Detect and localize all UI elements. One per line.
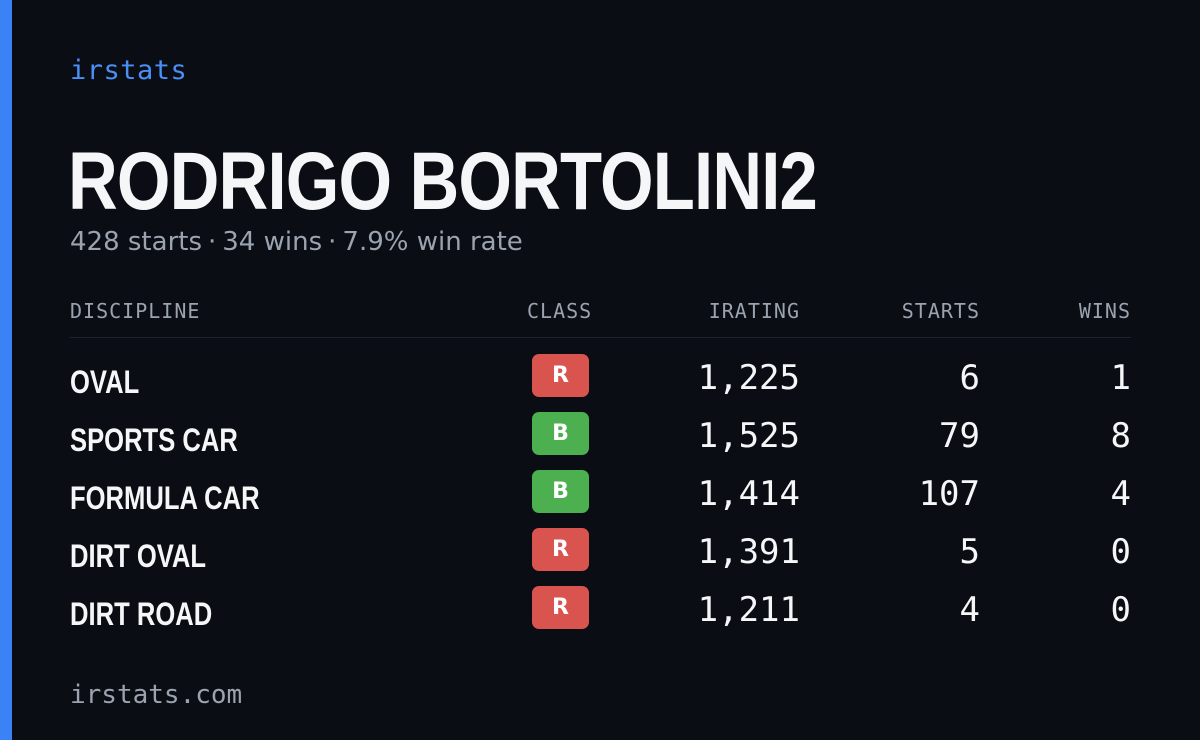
row-wins: 1 [1110,358,1131,398]
table-body: OVAL R 1,225 6 1 SPORTS CAR B 1,525 79 8… [70,354,1131,644]
class-badge: R [532,586,589,629]
row-wins: 4 [1110,474,1131,514]
row-starts: 79 [939,416,980,456]
header-starts: STARTS [901,299,980,323]
accent-bar [0,0,12,740]
row-starts: 5 [959,532,980,572]
summary-wins: 34 wins [222,227,323,257]
row-discipline: DIRT OVAL [70,538,207,574]
row-wins: 0 [1110,590,1131,630]
header-class: CLASS [527,299,593,323]
row-irating: 1,525 [697,416,800,456]
class-badge: B [532,470,589,513]
row-starts: 107 [918,474,980,514]
row-starts: 4 [959,590,980,630]
row-discipline: OVAL [70,364,140,400]
summary-starts: 428 starts [70,227,202,257]
brand-logo-text: irstats [70,55,188,86]
row-irating: 1,211 [697,590,800,630]
summary-win-rate: 7.9% win rate [342,227,523,257]
row-discipline: DIRT ROAD [70,596,213,632]
table-row: DIRT ROAD R 1,211 4 0 [70,586,1131,644]
table-header: DISCIPLINE CLASS IRATING STARTS WINS [70,296,1131,338]
row-wins: 8 [1110,416,1131,456]
table-row: FORMULA CAR B 1,414 107 4 [70,470,1131,528]
driver-name: RODRIGO BORTOLINI2 [68,136,818,227]
class-badge: B [532,412,589,455]
row-discipline: FORMULA CAR [70,480,260,516]
summary-separator: · [208,227,217,257]
header-discipline: DISCIPLINE [70,299,201,323]
class-badge: R [532,528,589,571]
table-row: OVAL R 1,225 6 1 [70,354,1131,412]
table-row: SPORTS CAR B 1,525 79 8 [70,412,1131,470]
row-irating: 1,414 [697,474,800,514]
row-irating: 1,225 [697,358,800,398]
discipline-table: DISCIPLINE CLASS IRATING STARTS WINS OVA… [70,296,1131,644]
table-row: DIRT OVAL R 1,391 5 0 [70,528,1131,586]
row-starts: 6 [959,358,980,398]
summary-separator: · [328,227,337,257]
driver-summary: 428 starts · 34 wins · 7.9% win rate [70,227,523,257]
footer-url: irstats.com [70,680,243,710]
header-irating: IRATING [708,299,800,323]
row-wins: 0 [1110,532,1131,572]
row-irating: 1,391 [697,532,800,572]
row-discipline: SPORTS CAR [70,422,238,458]
header-wins: WINS [1078,299,1131,323]
class-badge: R [532,354,589,397]
